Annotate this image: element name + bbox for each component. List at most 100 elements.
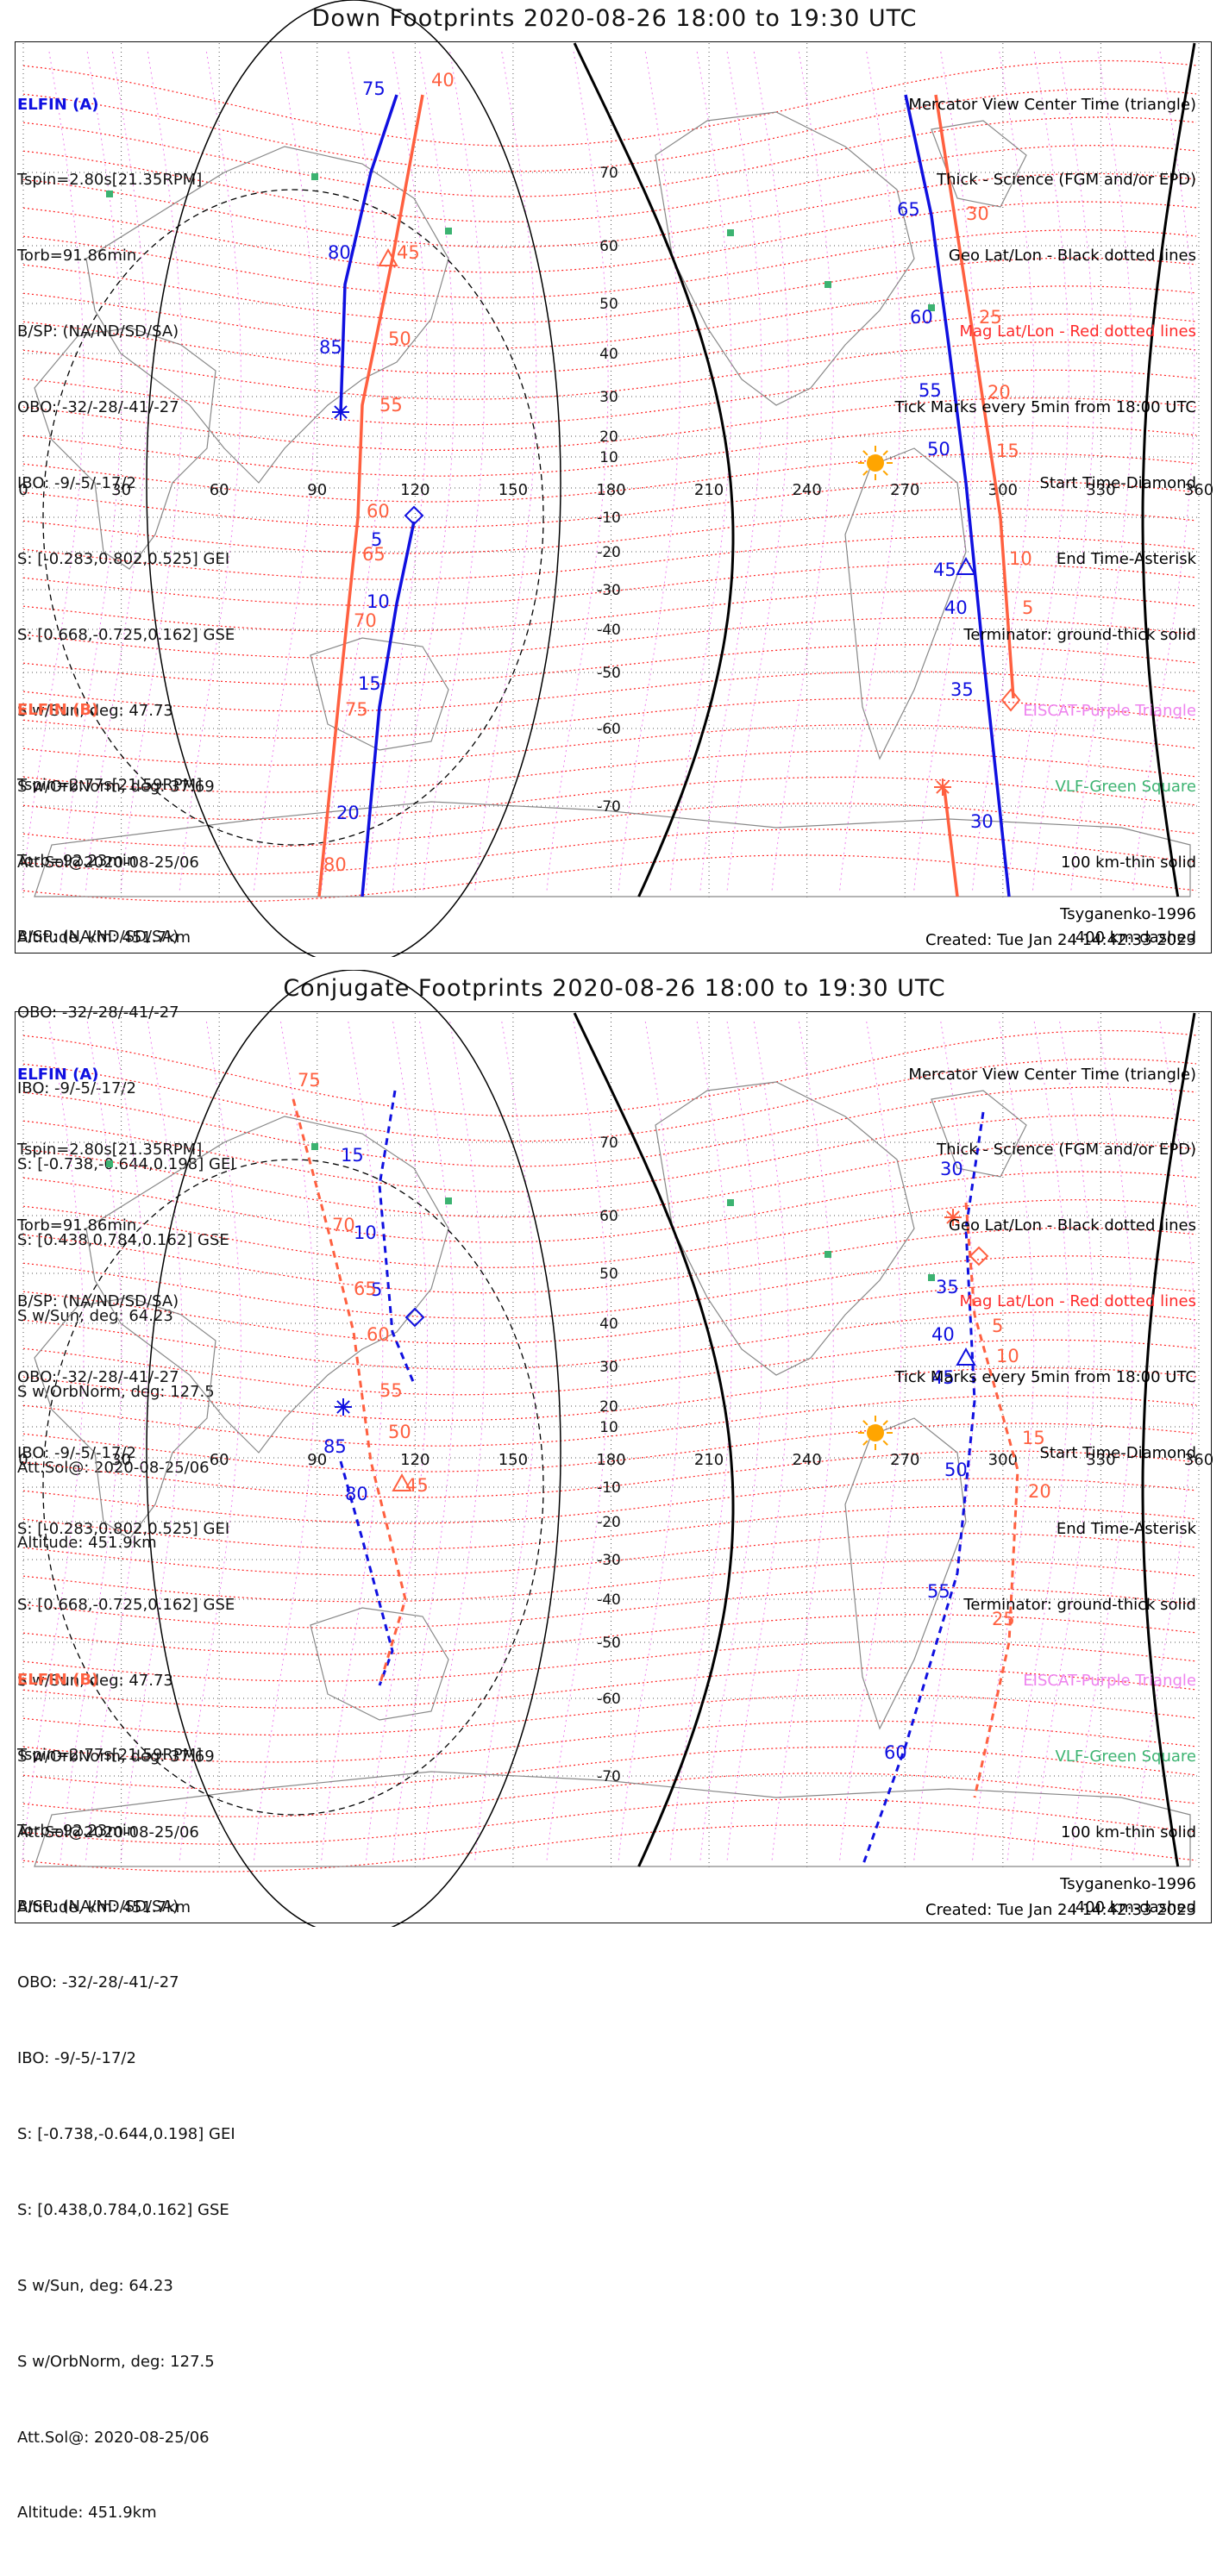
info-line: OBO: -32/-28/-41/-27 xyxy=(17,1973,179,1992)
info-line: S: [0.668,-0.725,0.162] GSE xyxy=(17,625,235,644)
legend-line: Tick Marks every 5min from 18:00 UTC xyxy=(894,398,1196,417)
mag-lon-line xyxy=(474,51,537,893)
legend-line: End Time-Asterisk xyxy=(1056,549,1196,568)
sun-ray xyxy=(882,1420,888,1426)
lat-tick-label: 30 xyxy=(599,1359,618,1376)
info-line: S w/OrbNorm, deg: 37.69 xyxy=(17,1747,215,1766)
info-line: Altitude, km: 451.7km xyxy=(17,928,191,947)
tick-time-label: 75 xyxy=(298,1070,321,1091)
legend-line: Tick Marks every 5min from 18:00 UTC xyxy=(894,1368,1196,1387)
tick-time-label: 30 xyxy=(970,811,994,832)
mag-lon-line xyxy=(618,51,680,893)
mag-lon-line xyxy=(253,51,317,893)
lat-tick-label: -50 xyxy=(597,665,621,682)
mag-lat-line xyxy=(22,1560,1197,1603)
info-line: Tspin=2.77s[21.59RPM] xyxy=(17,776,203,795)
lon-tick-label: 60 xyxy=(210,481,229,499)
mag-lat-line xyxy=(22,1227,1197,1294)
start-diamond-icon xyxy=(404,1307,425,1328)
lon-tick-label: 180 xyxy=(596,481,625,499)
tick-time-label: 35 xyxy=(936,1277,959,1297)
sun-ray xyxy=(882,450,888,456)
info-line: S: [-0.738,-0.644,0.198] GEI xyxy=(17,1154,235,1173)
tick-time-label: 85 xyxy=(319,337,342,358)
lat-tick-label: 40 xyxy=(599,346,618,363)
coastline xyxy=(655,111,915,406)
info-line: S: [0.438,0.784,0.162] GSE xyxy=(17,1230,229,1249)
legend-line: Thick - Science (FGM and/or EPD) xyxy=(937,171,1196,190)
info-line: Att.Sol@: 2020-08-25/06 xyxy=(17,1458,210,1477)
tick-time-label: 55 xyxy=(379,395,403,416)
legend-line: EISCAT-Purple Triangle xyxy=(1023,701,1196,720)
lat-tick-label: 10 xyxy=(599,449,618,466)
tick-time-label: 45 xyxy=(397,242,420,263)
mag-lon-line xyxy=(669,1021,732,1863)
info-line: Torb=91.86min xyxy=(17,1216,137,1235)
tick-time-label: 10 xyxy=(367,591,390,612)
mag-lat-line xyxy=(22,59,1197,147)
mag-lon-line xyxy=(474,1021,537,1863)
tick-time-label: 50 xyxy=(388,328,411,349)
mag-lon-line xyxy=(618,1021,680,1863)
tick-time-label: 85 xyxy=(323,1436,347,1457)
mag-lat-line xyxy=(22,1693,1197,1736)
lat-tick-label: -20 xyxy=(597,1514,621,1531)
end-asterisk-icon xyxy=(936,780,950,794)
vlf-station-marker xyxy=(445,228,452,234)
vlf-station-marker xyxy=(825,1251,831,1258)
vlf-station-marker xyxy=(445,1197,452,1204)
tick-time-label: 80 xyxy=(345,1484,368,1504)
tick-time-label: 5 xyxy=(371,1279,382,1300)
elfin-a-header: ELFIN (A) xyxy=(17,95,99,114)
start-diamond-icon xyxy=(1000,688,1021,712)
tick-time-label: 30 xyxy=(940,1159,963,1179)
end-asterisk-icon xyxy=(336,1400,350,1414)
lat-tick-label: 10 xyxy=(599,1419,618,1436)
legend-line: VLF-Green Square xyxy=(1055,777,1196,796)
lon-tick-label: 360 xyxy=(1184,1451,1213,1469)
mag-lon-line xyxy=(422,51,486,893)
info-line: S: [-0.283,0.802,0.525] GEI xyxy=(17,549,230,568)
legend-line: 100 km-thin solid xyxy=(1061,853,1196,872)
visibility-100km xyxy=(146,0,561,957)
tick-time-label: 75 xyxy=(362,78,386,99)
mag-lat-line xyxy=(22,723,1197,766)
coastline xyxy=(310,1607,449,1721)
sun-ray xyxy=(882,1440,888,1446)
terminator-line xyxy=(1141,42,1196,897)
sun-ray xyxy=(882,470,888,476)
lon-tick-label: 300 xyxy=(988,1451,1018,1469)
mag-lat-line xyxy=(22,750,1197,793)
mag-lat-line xyxy=(22,1614,1197,1655)
start-diamond-icon xyxy=(969,1246,989,1266)
legend-line: EISCAT-Purple Triangle xyxy=(1023,1671,1196,1690)
tick-time-label: 25 xyxy=(992,1609,1015,1629)
tick-time-label: 55 xyxy=(927,1581,950,1602)
coastline xyxy=(34,1771,1191,1867)
info-line: S w/Sun, deg: 47.73 xyxy=(17,1671,173,1690)
info-line: OBO: -32/-28/-41/-27 xyxy=(17,1004,179,1022)
sun-ray xyxy=(862,450,868,456)
mag-lat-line xyxy=(22,1586,1197,1629)
mag-lat-line xyxy=(22,562,1197,607)
info-line: B/SP: (NA/ND/SD/SA) xyxy=(17,322,179,341)
map-legend: Mercator View Center Time (triangle) Thi… xyxy=(894,41,1196,1001)
footprint-map: 0 30 60 90 120 150 180 210 240 270 300 330 360706050… xyxy=(18,0,1213,957)
info-line: B/SP: (NA/ND/SD/SA) xyxy=(17,1898,179,1916)
info-line: Att.Sol@: 2020-08-25/06 xyxy=(17,2428,210,2447)
lat-tick-label: 30 xyxy=(599,389,618,406)
lat-tick-label: -40 xyxy=(597,622,621,639)
info-line: B/SP: (NA/ND/SD/SA) xyxy=(17,928,179,947)
info-line: B/SP: (NA/ND/SD/SA) xyxy=(17,1292,179,1311)
elfin-b-track xyxy=(317,94,424,897)
tick-time-label: 60 xyxy=(910,307,933,328)
lat-tick-label: 50 xyxy=(599,296,618,313)
lon-tick-label: 150 xyxy=(498,481,528,499)
vlf-station-marker xyxy=(928,1274,935,1281)
elfin-a-track xyxy=(904,94,1011,897)
legend-line: Geo Lat/Lon - Black dotted lines xyxy=(948,247,1196,266)
lon-tick-label: 180 xyxy=(596,1451,625,1469)
model-label: Tsyganenko-1996 xyxy=(1060,905,1196,923)
info-line: S w/OrbNorm, deg: 37.69 xyxy=(17,777,215,796)
tick-time-label: 15 xyxy=(1022,1428,1045,1448)
